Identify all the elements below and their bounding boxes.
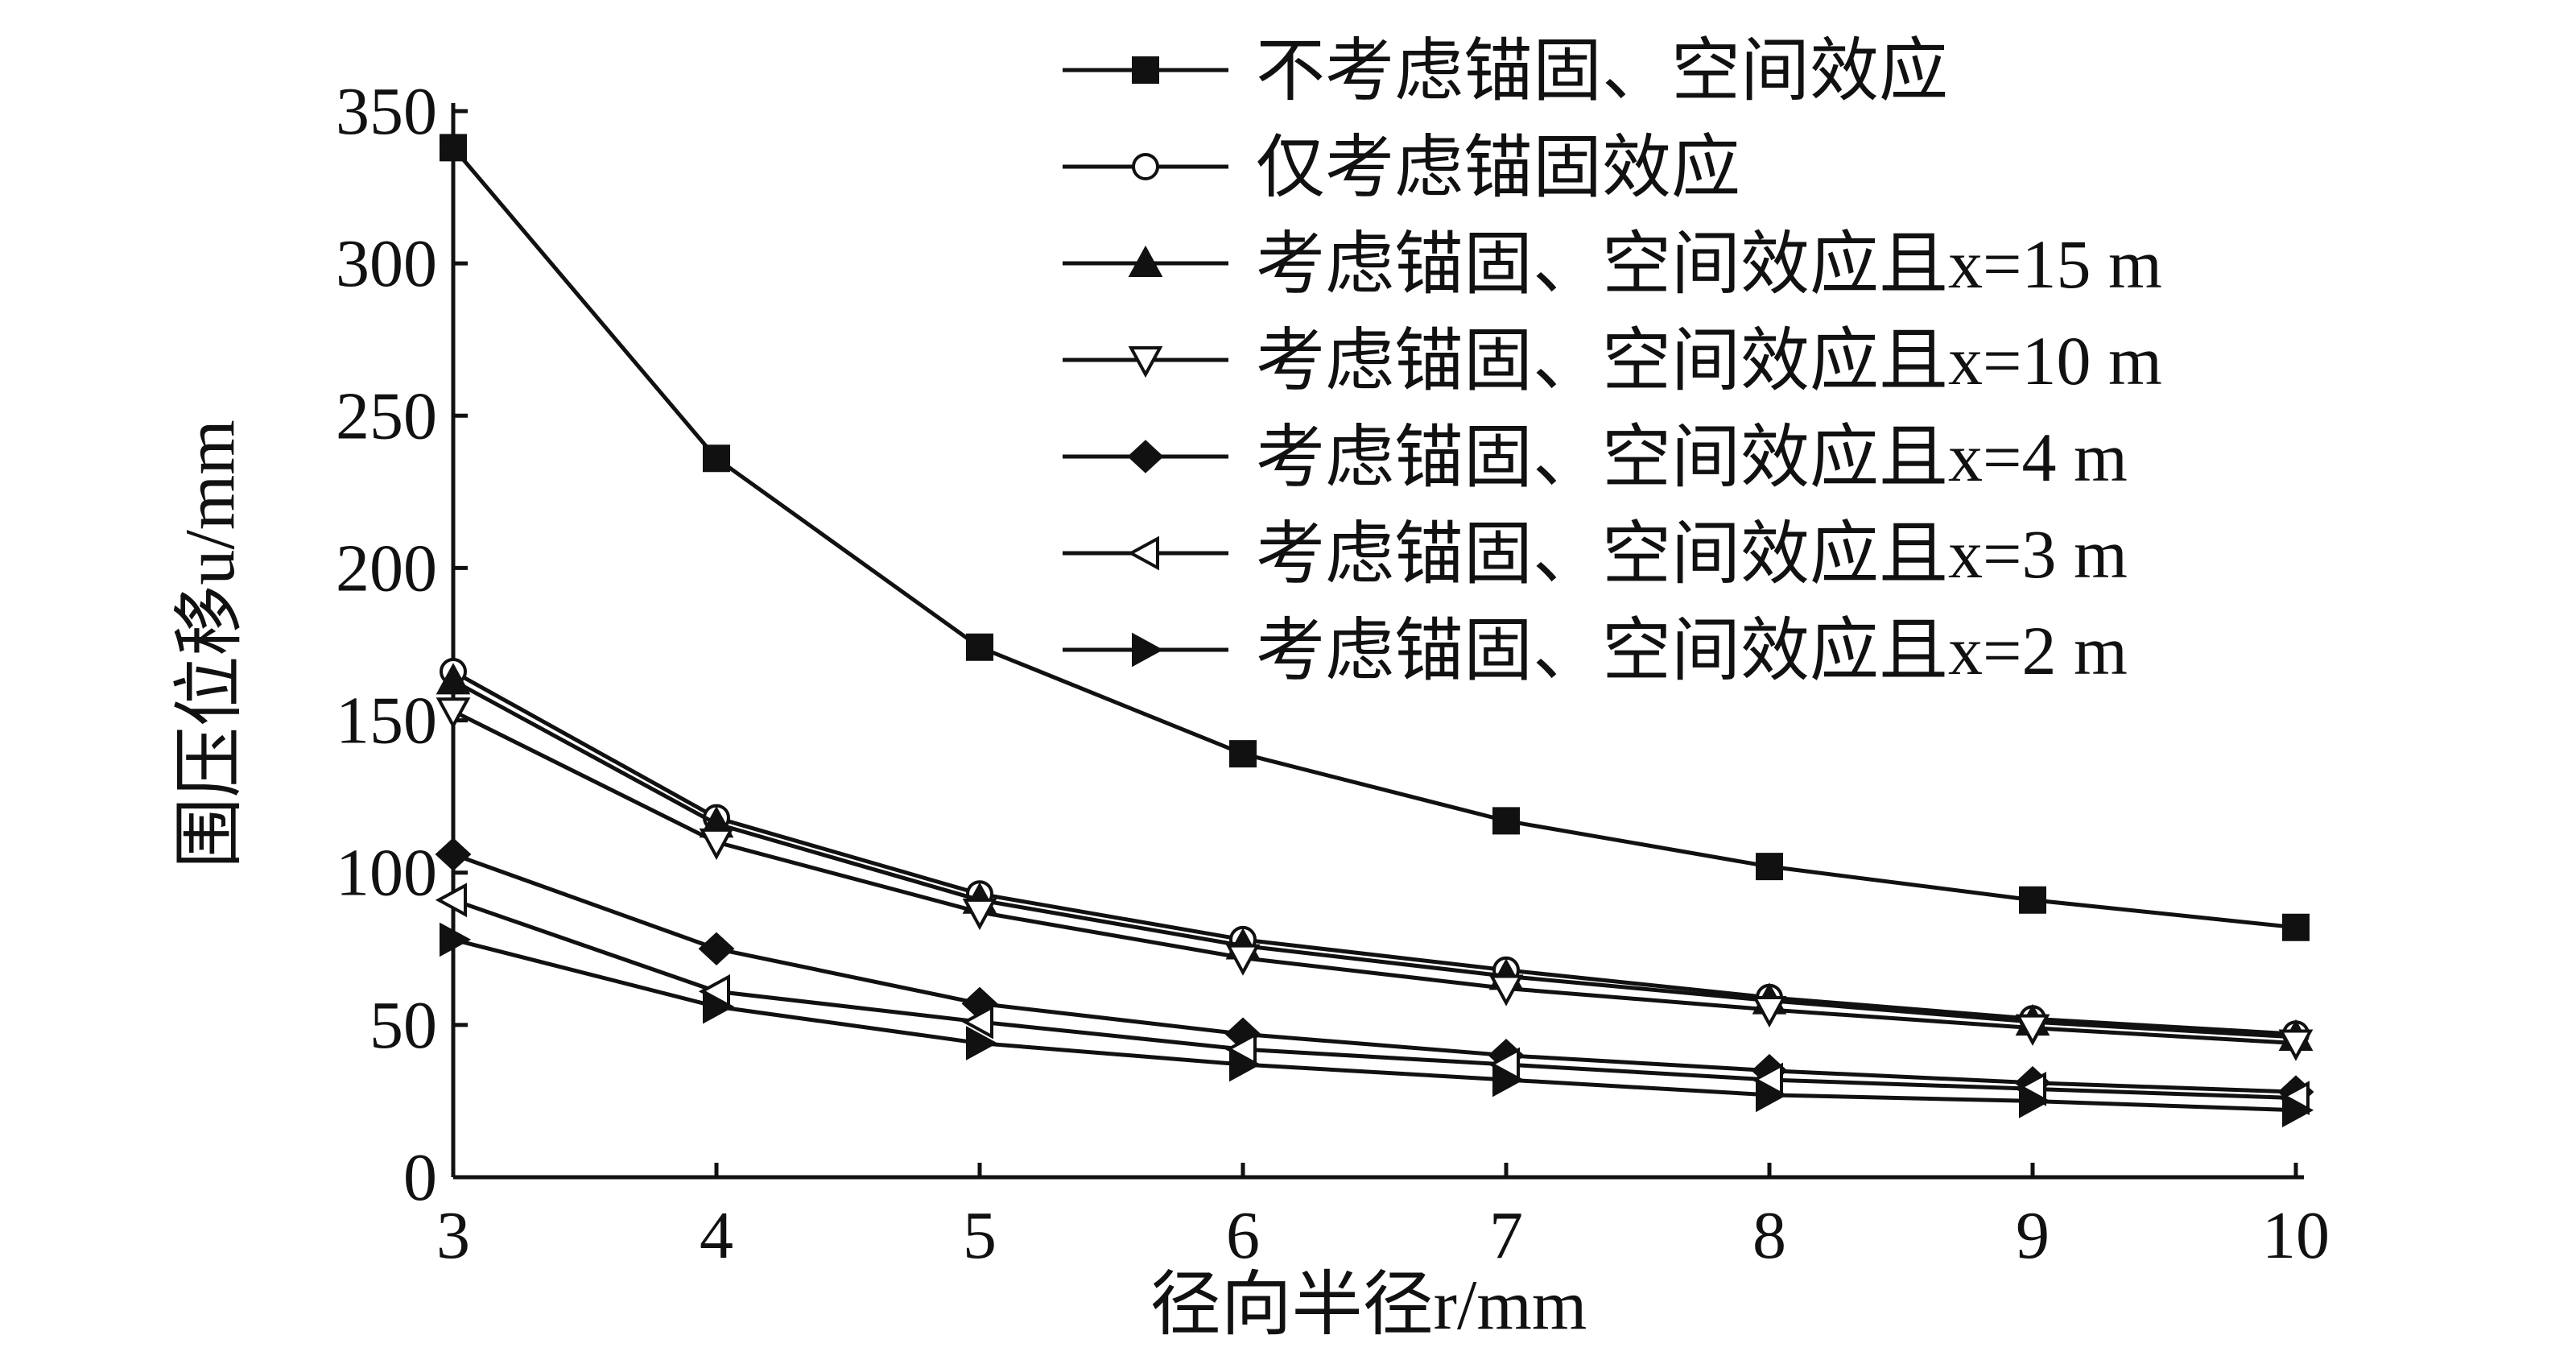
- legend-marker: [1132, 56, 1159, 84]
- x-tick-label: 7: [1489, 1198, 1523, 1273]
- marker: [1488, 974, 1524, 1007]
- marker: [703, 444, 730, 473]
- legend-marker: [1132, 153, 1159, 180]
- legend-marker: [1127, 535, 1159, 571]
- marker: [1492, 1062, 1525, 1098]
- x-tick-label: 8: [1752, 1198, 1786, 1273]
- legend-label: 不考虑锚固、空间效应: [1256, 32, 1948, 110]
- marker: [2019, 886, 2046, 914]
- series-line: [452, 146, 2297, 930]
- marker: [961, 1004, 993, 1040]
- marker: [1225, 944, 1261, 976]
- y-tick-label: 350: [336, 74, 437, 149]
- legend-label: 考虑锚固、空间效应且x=15 m: [1256, 225, 2162, 303]
- marker: [1752, 995, 1787, 1028]
- marker: [440, 922, 472, 957]
- marker: [1229, 1047, 1261, 1082]
- x-tick-label: 10: [2262, 1198, 2330, 1273]
- x-tick-label: 6: [1226, 1198, 1260, 1273]
- marker: [2282, 1093, 2314, 1128]
- series-line: [452, 852, 2297, 1094]
- y-tick-label: 250: [336, 378, 437, 453]
- legend-label: 考虑锚固、空间效应且x=3 m: [1256, 515, 2128, 593]
- marker: [698, 932, 735, 966]
- legend-marker: [1128, 245, 1163, 277]
- y-tick-label: 50: [369, 988, 437, 1063]
- y-tick-label: 150: [336, 684, 437, 759]
- series-line: [452, 937, 2297, 1113]
- marker: [2015, 1014, 2050, 1046]
- legend-label: 考虑锚固、空间效应且x=2 m: [1256, 612, 2128, 689]
- marker: [1756, 853, 1783, 881]
- y-tick-label: 200: [336, 531, 437, 606]
- marker: [699, 828, 734, 861]
- series-line: [452, 679, 2297, 1040]
- y-axis-label: 围压位移u/mm: [171, 420, 250, 868]
- x-tick-label: 3: [436, 1198, 470, 1273]
- marker: [2282, 913, 2310, 941]
- marker: [703, 989, 735, 1024]
- marker: [435, 883, 467, 918]
- marker: [1229, 740, 1257, 768]
- marker: [2278, 1029, 2314, 1061]
- y-tick-label: 0: [403, 1140, 437, 1215]
- marker: [440, 134, 467, 162]
- marker: [962, 898, 997, 931]
- legend-label: 仅考虑锚固效应: [1256, 129, 1740, 206]
- marker: [436, 697, 471, 730]
- y-tick-label: 300: [336, 226, 437, 301]
- marker: [966, 1026, 998, 1060]
- legend-marker: [1132, 632, 1164, 668]
- x-tick-label: 9: [2016, 1198, 2050, 1273]
- marker: [436, 663, 471, 695]
- legend-marker: [1128, 346, 1163, 378]
- marker: [435, 837, 472, 871]
- x-tick-label: 5: [963, 1198, 997, 1273]
- series-line: [452, 709, 2297, 1046]
- series-line: [452, 669, 2297, 1036]
- marker: [1756, 1077, 1788, 1113]
- x-tick-label: 4: [700, 1198, 733, 1273]
- marker: [1492, 807, 1520, 835]
- marker: [2019, 1084, 2051, 1118]
- series-line: [452, 898, 2297, 1101]
- legend-marker: [1127, 440, 1164, 473]
- marker: [966, 633, 993, 661]
- legend-label: 考虑锚固、空间效应且x=10 m: [1256, 322, 2162, 399]
- y-tick-label: 100: [336, 836, 437, 911]
- legend-label: 考虑锚固、空间效应且x=4 m: [1256, 419, 2128, 496]
- x-axis-label: 径向半径r/mm: [1150, 1267, 1587, 1345]
